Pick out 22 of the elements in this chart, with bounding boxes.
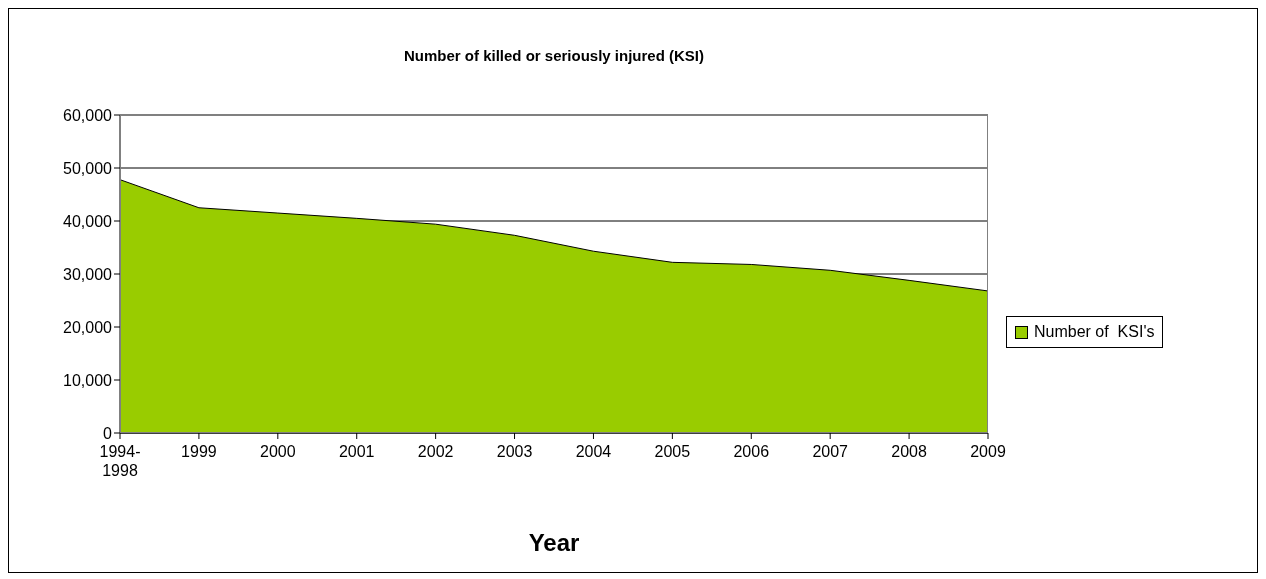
y-tick-label: 10,000 xyxy=(63,371,113,389)
x-tick-label: 2002 xyxy=(417,443,454,460)
x-tick-label: 2001 xyxy=(338,443,375,460)
x-tick-label: 2007 xyxy=(812,443,849,460)
x-tick-label: 1999 xyxy=(181,443,217,460)
y-tick-label: 60,000 xyxy=(63,106,113,124)
x-tick-label: 2003 xyxy=(496,443,533,460)
y-tick-label: 40,000 xyxy=(63,212,113,230)
x-tick-label: 2009 xyxy=(970,443,1006,460)
y-tick-label: 50,000 xyxy=(63,159,113,177)
x-tick-label: 1994-1998 xyxy=(99,443,141,479)
chart-title: Number of killed or seriously injured (KSI) xyxy=(402,47,706,64)
legend-label: Number of KSI's xyxy=(1034,323,1155,341)
x-tick-label: 2006 xyxy=(733,443,770,460)
y-tick-label: 0 xyxy=(103,424,113,442)
x-axis-title: Year xyxy=(527,529,581,557)
y-tick-label: 20,000 xyxy=(63,318,113,336)
x-tick-label: 2000 xyxy=(260,443,296,460)
x-tick-label: 2008 xyxy=(891,443,927,460)
y-tick-label: 30,000 xyxy=(63,265,113,283)
x-tick-label: 2005 xyxy=(654,443,691,460)
x-tick-label: 2004 xyxy=(575,443,612,460)
